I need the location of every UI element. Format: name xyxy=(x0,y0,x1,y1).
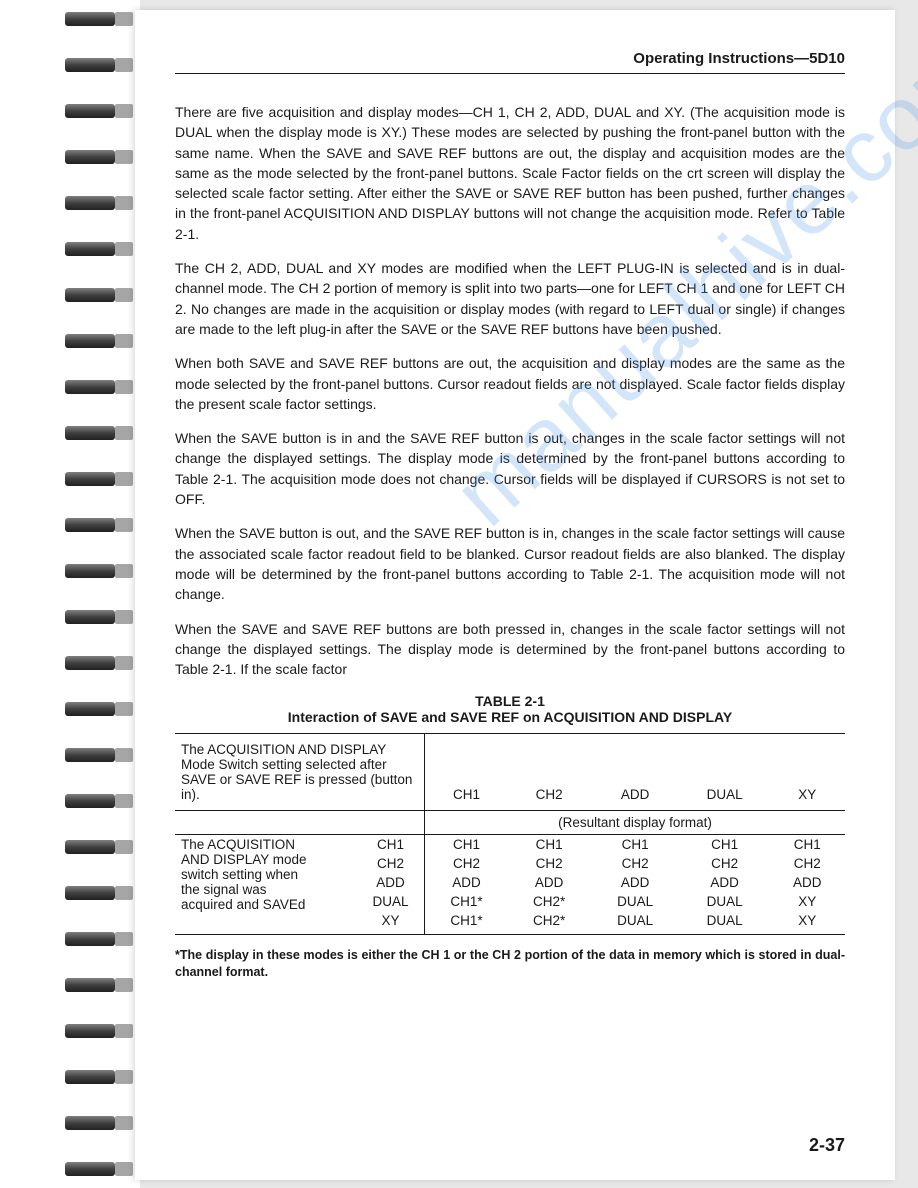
spiral-ring xyxy=(60,284,120,306)
row-name: XY xyxy=(357,911,425,935)
spiral-ring xyxy=(60,790,120,812)
table-cell: CH1* xyxy=(425,892,508,911)
spiral-ring xyxy=(60,652,120,674)
table-cell: CH2 xyxy=(508,854,591,873)
table-cell: CH2 xyxy=(769,854,845,873)
table-cell: CH2 xyxy=(680,854,770,873)
table-cell: CH2* xyxy=(508,911,591,935)
table-cell: DUAL xyxy=(590,911,680,935)
table-subheader: (Resultant display format) xyxy=(425,811,846,835)
table-cell: XY xyxy=(769,892,845,911)
col-dual: DUAL xyxy=(680,734,770,811)
row-name: DUAL xyxy=(357,892,425,911)
spiral-ring xyxy=(60,1112,120,1134)
table-footnote: *The display in these modes is either th… xyxy=(175,947,845,981)
paragraph-5: When the SAVE button is out, and the SAV… xyxy=(175,523,845,604)
table-cell: CH1* xyxy=(425,911,508,935)
page-number: 2-37 xyxy=(809,1135,845,1156)
row-label-line: The ACQUISITION xyxy=(181,837,295,852)
spiral-ring xyxy=(60,744,120,766)
spiral-ring xyxy=(60,1020,120,1042)
data-table: The ACQUISITION AND DISPLAY Mode Switch … xyxy=(175,733,845,935)
table-cell: CH1 xyxy=(508,835,591,855)
row-label-line: acquired and SAVEd xyxy=(181,897,305,912)
row-label-line: AND DISPLAY mode xyxy=(181,852,307,867)
table-cell: DUAL xyxy=(590,892,680,911)
table-cell: CH2 xyxy=(425,854,508,873)
table-title: TABLE 2-1 xyxy=(175,693,845,709)
table-header-left: The ACQUISITION AND DISPLAY Mode Switch … xyxy=(175,734,425,811)
col-ch2: CH2 xyxy=(508,734,591,811)
document-page: manualhive.com Operating Instructions—5D… xyxy=(135,10,895,1180)
row-name: CH2 xyxy=(357,854,425,873)
table-header-row: The ACQUISITION AND DISPLAY Mode Switch … xyxy=(175,734,845,811)
row-label-line: switch setting when xyxy=(181,867,298,882)
spiral-ring xyxy=(60,974,120,996)
spiral-ring xyxy=(60,468,120,490)
table-caption: Interaction of SAVE and SAVE REF on ACQU… xyxy=(175,709,845,725)
spiral-ring xyxy=(60,100,120,122)
paragraph-2: The CH 2, ADD, DUAL and XY modes are mod… xyxy=(175,258,845,339)
spiral-ring xyxy=(60,836,120,858)
row-label: The ACQUISITION AND DISPLAY mode switch … xyxy=(175,835,357,935)
spiral-ring xyxy=(60,514,120,536)
page-header: Operating Instructions—5D10 xyxy=(175,50,845,74)
spiral-ring xyxy=(60,330,120,352)
paragraph-6: When the SAVE and SAVE REF buttons are b… xyxy=(175,619,845,680)
table-cell: DUAL xyxy=(680,892,770,911)
col-add: ADD xyxy=(590,734,680,811)
spiral-ring xyxy=(60,606,120,628)
row-name: ADD xyxy=(357,873,425,892)
table-cell: CH1 xyxy=(769,835,845,855)
spiral-ring xyxy=(60,1066,120,1088)
table-cell: CH2 xyxy=(590,854,680,873)
table-cell: ADD xyxy=(680,873,770,892)
col-ch1: CH1 xyxy=(425,734,508,811)
spiral-binding xyxy=(0,0,140,1188)
paragraph-4: When the SAVE button is in and the SAVE … xyxy=(175,428,845,509)
table-cell: ADD xyxy=(590,873,680,892)
table-cell: ADD xyxy=(425,873,508,892)
spiral-ring xyxy=(60,8,120,30)
table-cell: CH1 xyxy=(590,835,680,855)
table-subheader-row: (Resultant display format) xyxy=(175,811,845,835)
table-cell: XY xyxy=(769,911,845,935)
table-cell: DUAL xyxy=(680,911,770,935)
spiral-ring xyxy=(60,882,120,904)
spiral-ring xyxy=(60,698,120,720)
table-cell: CH1 xyxy=(680,835,770,855)
table-cell: ADD xyxy=(508,873,591,892)
spiral-ring xyxy=(60,928,120,950)
row-name: CH1 xyxy=(357,835,425,855)
spiral-ring xyxy=(60,146,120,168)
spiral-ring xyxy=(60,54,120,76)
spiral-ring xyxy=(60,422,120,444)
paragraph-3: When both SAVE and SAVE REF buttons are … xyxy=(175,353,845,414)
paragraph-1: There are five acquisition and display m… xyxy=(175,102,845,244)
spiral-ring xyxy=(60,238,120,260)
col-xy: XY xyxy=(769,734,845,811)
spiral-ring xyxy=(60,1158,120,1180)
row-label-line: the signal was xyxy=(181,882,267,897)
spiral-ring xyxy=(60,560,120,582)
spiral-ring xyxy=(60,376,120,398)
table-cell: CH1 xyxy=(425,835,508,855)
spiral-ring xyxy=(60,192,120,214)
table-cell: ADD xyxy=(769,873,845,892)
table-cell: CH2* xyxy=(508,892,591,911)
table-row: The ACQUISITION AND DISPLAY mode switch … xyxy=(175,835,845,855)
